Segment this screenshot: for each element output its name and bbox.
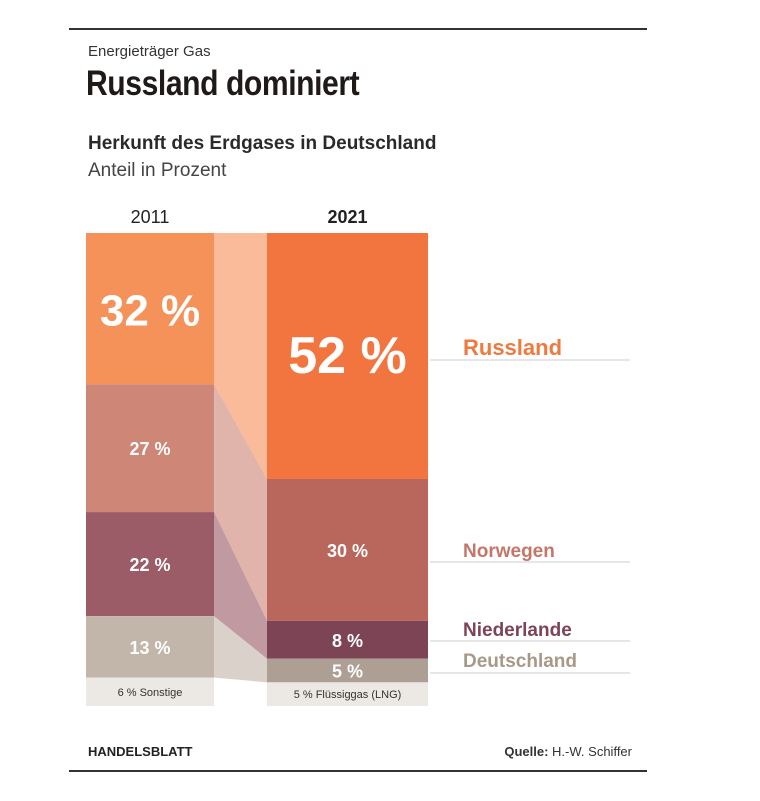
connector-band-russland: [214, 233, 267, 479]
bar-segment-2021-deutschland: [267, 658, 428, 683]
bar-segment-2021-niederlande: [267, 620, 428, 659]
connector-band-other: [214, 677, 267, 706]
connector-band-niederlande: [214, 512, 267, 659]
value-label-2011-niederlande: 22 %: [129, 555, 170, 575]
value-label-2021-niederlande: 8 %: [332, 631, 363, 651]
connector-band-norwegen: [214, 384, 267, 621]
chart-subtitle: Herkunft des Erdgases in Deutschland: [88, 133, 437, 154]
category-label-2011: 2011: [131, 207, 170, 227]
bottom-rule: [69, 770, 647, 772]
value-label-2011-norwegen: 27 %: [129, 439, 170, 459]
bar-segment-2011-russland: [86, 233, 214, 385]
legend-label-niederlande: Niederlande: [463, 620, 572, 641]
bar-segment-2011-niederlande: [86, 512, 214, 617]
value-label-2021-norwegen: 30 %: [327, 541, 368, 561]
page-title: Russland dominiert: [86, 64, 360, 103]
top-rule: [69, 28, 647, 30]
legend-label-norwegen: Norwegen: [463, 541, 555, 562]
value-label-2011-deutschland: 13 %: [129, 638, 170, 658]
bar-segment-2011-deutschland: [86, 616, 214, 678]
connector-band-deutschland: [214, 616, 267, 683]
bar-segment-2011-other: [86, 677, 214, 706]
category-label-2021: 2021: [327, 207, 367, 227]
legend-label-deutschland: Deutschland: [463, 651, 577, 672]
chart-unit: Anteil in Prozent: [88, 160, 227, 181]
kicker: Energieträger Gas: [88, 43, 211, 60]
value-label-2021-russland: 52 %: [288, 327, 407, 385]
source-value: H.-W. Schiffer: [552, 744, 632, 759]
bar-segment-2021-russland: [267, 233, 428, 479]
value-label-2011-russland: 32 %: [100, 287, 200, 336]
legend-label-russland: Russland: [463, 335, 562, 360]
source-label: Quelle:: [504, 744, 549, 759]
bar-segment-2011-norwegen: [86, 384, 214, 513]
bar-segment-2021-norwegen: [267, 478, 428, 621]
value-label-2021-deutschland: 5 %: [332, 662, 363, 682]
publisher-logo: HANDELSBLATT: [88, 744, 193, 759]
value-label-2011-other: 6 % Sonstige: [118, 687, 183, 699]
value-label-2021-other: 5 % Flüssiggas (LNG): [294, 689, 402, 701]
bar-segment-2021-other: [267, 682, 428, 706]
source-note: Quelle: H.-W. Schiffer: [504, 744, 632, 759]
